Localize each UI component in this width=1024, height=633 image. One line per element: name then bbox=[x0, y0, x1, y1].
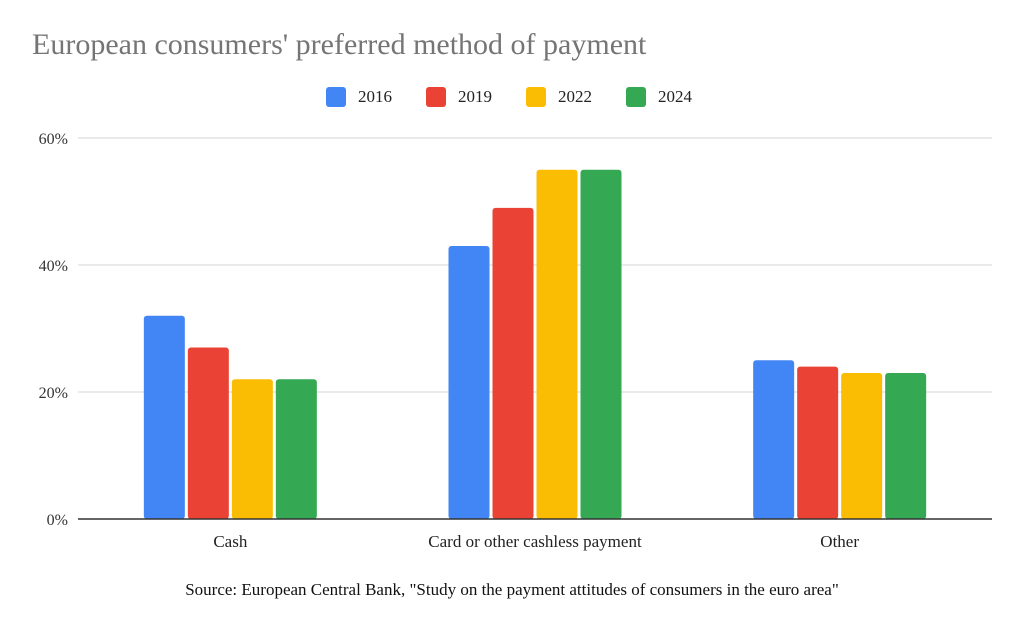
bar-2022-other bbox=[841, 372, 883, 519]
x-category-label: Cash bbox=[213, 532, 248, 551]
bar-2024-other bbox=[885, 372, 927, 519]
y-tick-label: 20% bbox=[39, 385, 68, 402]
bar-2024-card-or-other-cashless-payment bbox=[580, 169, 622, 519]
legend-label: 2024 bbox=[658, 87, 692, 106]
legend-item: 2019 bbox=[426, 86, 492, 108]
y-tick-label: 60% bbox=[39, 131, 68, 148]
legend-swatch bbox=[426, 87, 446, 107]
chart-title: European consumers' preferred method of … bbox=[32, 28, 647, 61]
y-tick-label: 0% bbox=[47, 512, 68, 529]
legend-item: 2024 bbox=[626, 86, 692, 108]
x-category-label: Card or other cashless payment bbox=[428, 532, 642, 551]
bar-2019-cash bbox=[187, 347, 229, 519]
bars bbox=[143, 169, 927, 519]
axes: 0% 20% 40% 60% Cash Card or other cashless pa… bbox=[39, 131, 992, 551]
legend-item: 2016 bbox=[326, 86, 392, 108]
bar-2019-card-or-other-cashless-payment bbox=[492, 207, 534, 519]
bar-2016-card-or-other-cashless-payment bbox=[448, 245, 490, 519]
legend-swatch bbox=[526, 87, 546, 107]
bar-2024-cash bbox=[275, 379, 317, 519]
gridlines bbox=[78, 137, 992, 393]
source-note: Source: European Central Bank, "Study on… bbox=[185, 580, 839, 599]
bar-2022-cash bbox=[231, 379, 273, 519]
y-tick-label: 40% bbox=[39, 258, 68, 275]
legend: 2016 2019 2022 2024 bbox=[0, 86, 1024, 108]
legend-label: 2016 bbox=[358, 87, 392, 106]
bar-2022-card-or-other-cashless-payment bbox=[536, 169, 578, 519]
bar-2016-other bbox=[753, 360, 795, 519]
legend-label: 2022 bbox=[558, 87, 592, 106]
legend-swatch bbox=[626, 87, 646, 107]
bar-2016-cash bbox=[143, 315, 185, 519]
legend-label: 2019 bbox=[458, 87, 492, 106]
bar-2019-other bbox=[797, 366, 839, 519]
legend-swatch bbox=[326, 87, 346, 107]
legend-item: 2022 bbox=[526, 86, 592, 108]
x-category-label: Other bbox=[820, 532, 859, 551]
